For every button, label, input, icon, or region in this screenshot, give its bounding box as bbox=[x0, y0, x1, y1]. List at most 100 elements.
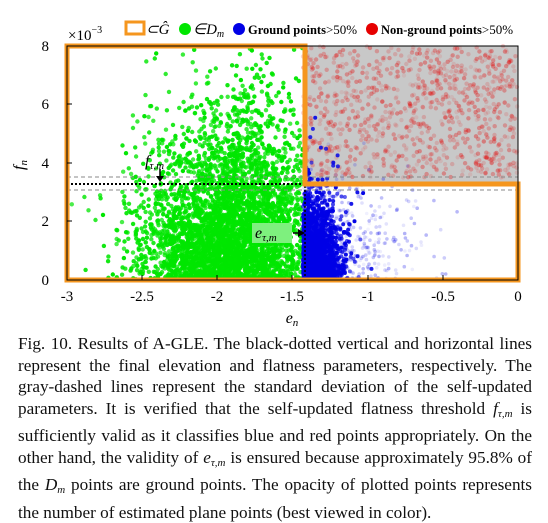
scatter-point bbox=[504, 83, 509, 88]
scatter-point bbox=[367, 45, 373, 51]
scatter-point bbox=[513, 54, 518, 59]
scatter-point bbox=[261, 73, 266, 79]
scatter-point bbox=[386, 49, 391, 54]
scatter-point bbox=[435, 86, 440, 91]
scatter-point bbox=[378, 215, 383, 220]
scatter-point bbox=[364, 70, 370, 76]
scatter-point bbox=[123, 205, 128, 211]
scatter-point bbox=[438, 227, 443, 232]
scatter-point bbox=[480, 166, 485, 171]
scatter-point bbox=[253, 160, 259, 165]
scatter-point bbox=[318, 118, 323, 123]
scatter-point bbox=[93, 217, 98, 223]
scatter-point bbox=[199, 205, 204, 210]
scatter-point bbox=[318, 162, 324, 168]
scatter-point bbox=[177, 105, 182, 111]
scatter-point bbox=[474, 165, 479, 170]
scatter-point bbox=[367, 262, 371, 267]
scatter-point bbox=[450, 64, 456, 70]
scatter-point bbox=[377, 61, 383, 67]
scatter-point bbox=[510, 134, 516, 140]
scatter-point bbox=[475, 85, 480, 90]
scatter-point bbox=[200, 166, 205, 172]
scatter-point bbox=[393, 239, 397, 244]
scatter-point bbox=[393, 122, 398, 127]
scatter-point bbox=[417, 124, 423, 129]
scatter-point bbox=[369, 85, 375, 91]
scatter-point bbox=[313, 139, 318, 144]
scatter-point bbox=[161, 246, 166, 252]
scatter-point bbox=[418, 122, 423, 127]
scatter-point bbox=[344, 171, 349, 176]
scatter-point bbox=[378, 73, 384, 78]
scatter-point bbox=[452, 145, 457, 150]
scatter-point bbox=[387, 255, 391, 259]
scatter-point bbox=[455, 142, 460, 147]
scatter-point bbox=[437, 48, 442, 54]
scatter-point bbox=[349, 93, 354, 98]
scatter-point bbox=[433, 80, 439, 85]
scatter-point bbox=[334, 93, 339, 98]
scatter-point bbox=[353, 89, 359, 94]
scatter-point bbox=[381, 57, 386, 63]
scatter-point bbox=[485, 81, 490, 87]
scatter-point bbox=[482, 53, 488, 58]
scatter-point bbox=[432, 145, 438, 151]
scatter-point bbox=[249, 164, 255, 169]
scatter-point bbox=[86, 208, 91, 213]
scatter-point bbox=[508, 58, 514, 64]
scatter-point bbox=[151, 118, 156, 124]
scatter-point bbox=[383, 103, 389, 109]
scatter-point bbox=[425, 144, 431, 149]
scatter-point bbox=[428, 105, 433, 110]
scatter-point bbox=[473, 152, 478, 158]
scatter-point bbox=[434, 97, 439, 103]
scatter-point bbox=[169, 268, 174, 273]
scatter-point bbox=[294, 195, 299, 201]
scatter-point bbox=[130, 250, 136, 255]
scatter-point bbox=[453, 83, 458, 88]
scatter-point bbox=[459, 69, 464, 74]
scatter-point bbox=[332, 146, 338, 151]
scatter-point bbox=[110, 272, 116, 277]
scatter-point bbox=[340, 127, 345, 132]
scatter-point bbox=[496, 143, 501, 148]
scatter-point bbox=[434, 57, 440, 62]
scatter-point bbox=[197, 196, 203, 202]
scatter-point bbox=[164, 144, 170, 150]
scatter-point bbox=[286, 208, 291, 213]
scatter-point bbox=[439, 102, 445, 107]
scatter-point bbox=[226, 199, 231, 205]
scatter-point bbox=[403, 236, 408, 240]
scatter-point bbox=[291, 168, 296, 174]
scatter-point bbox=[346, 248, 350, 253]
scatter-point bbox=[404, 125, 409, 130]
scatter-point bbox=[209, 106, 214, 111]
scatter-point bbox=[312, 137, 317, 143]
scatter-point bbox=[387, 110, 392, 115]
scatter-point bbox=[425, 48, 430, 53]
scatter-point bbox=[353, 145, 358, 150]
scatter-point bbox=[307, 96, 312, 102]
scatter-point bbox=[147, 104, 153, 109]
scatter-point bbox=[497, 162, 502, 167]
scatter-point bbox=[230, 119, 235, 124]
scatter-point bbox=[69, 202, 75, 207]
scatter-point bbox=[466, 127, 471, 133]
scatter-point bbox=[428, 58, 434, 63]
scatter-point bbox=[509, 126, 515, 131]
scatter-point bbox=[396, 153, 402, 158]
scatter-point bbox=[350, 174, 355, 180]
scatter-point bbox=[323, 126, 329, 131]
scatter-point bbox=[479, 169, 484, 175]
scatter-point bbox=[121, 246, 127, 251]
scatter-point bbox=[405, 239, 410, 243]
scatter-point bbox=[431, 164, 437, 170]
scatter-point bbox=[434, 159, 439, 164]
scatter-point bbox=[394, 94, 399, 100]
scatter-point bbox=[142, 224, 148, 229]
scatter-point bbox=[151, 240, 156, 246]
scatter-point bbox=[412, 142, 417, 147]
scatter-point bbox=[381, 156, 386, 162]
scatter-point bbox=[381, 163, 386, 168]
